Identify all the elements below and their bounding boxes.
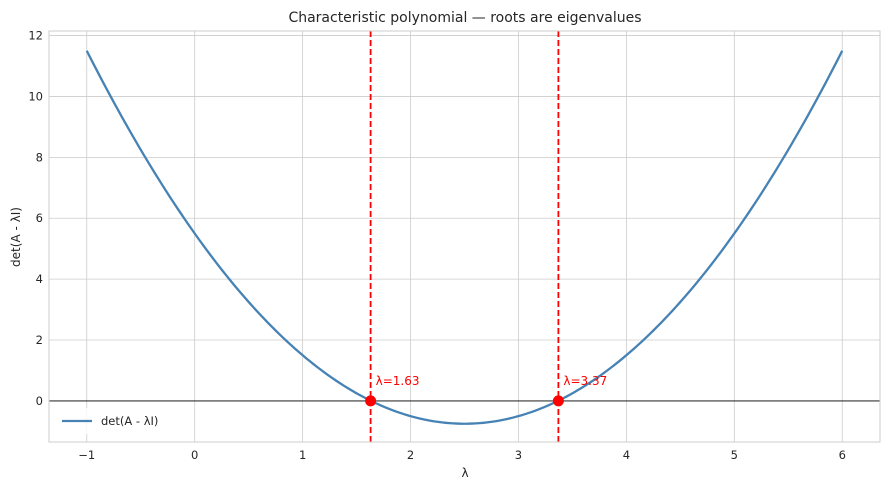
series-layer — [85, 50, 844, 425]
x-tick-label: 5 — [731, 448, 738, 462]
x-axis-ticks: −1 0 1 2 3 4 5 6 — [78, 448, 846, 462]
eigenvalue-label: λ=3.37 — [563, 374, 607, 388]
x-tick-label: 1 — [299, 448, 306, 462]
legend: det(A - λI) — [57, 408, 167, 434]
y-tick-label: 12 — [28, 29, 43, 43]
x-tick-label: 2 — [407, 448, 414, 462]
eigenvalue-point — [365, 395, 377, 407]
x-tick-label: 4 — [623, 448, 630, 462]
y-tick-label: 6 — [36, 211, 43, 225]
plot-area: λ=1.63 λ=3.37 — [48, 30, 881, 443]
legend-label: det(A - λI) — [101, 414, 158, 428]
y-tick-label: 2 — [36, 333, 43, 347]
chart-title: Characteristic polynomial — roots are ei… — [288, 10, 641, 26]
eigenvalue-label: λ=1.63 — [376, 374, 420, 388]
y-tick-label: 10 — [28, 89, 43, 103]
x-tick-label: 6 — [839, 448, 846, 462]
y-axis-ticks: 0 2 4 6 8 10 12 — [28, 29, 43, 408]
y-axis-label: det(A - λI) — [9, 207, 23, 267]
y-tick-label: 4 — [36, 272, 43, 286]
y-tick-label: 0 — [36, 394, 43, 408]
x-axis-label: λ — [461, 466, 468, 480]
eigenvalue-point — [552, 395, 564, 407]
series-line — [85, 50, 844, 425]
x-tick-label: 0 — [191, 448, 198, 462]
eigenvalue-layer: λ=1.63 λ=3.37 — [365, 31, 607, 442]
y-tick-label: 8 — [36, 150, 43, 164]
x-tick-label: 3 — [515, 448, 522, 462]
x-tick-label: −1 — [78, 448, 95, 462]
plot-frame — [48, 30, 881, 443]
